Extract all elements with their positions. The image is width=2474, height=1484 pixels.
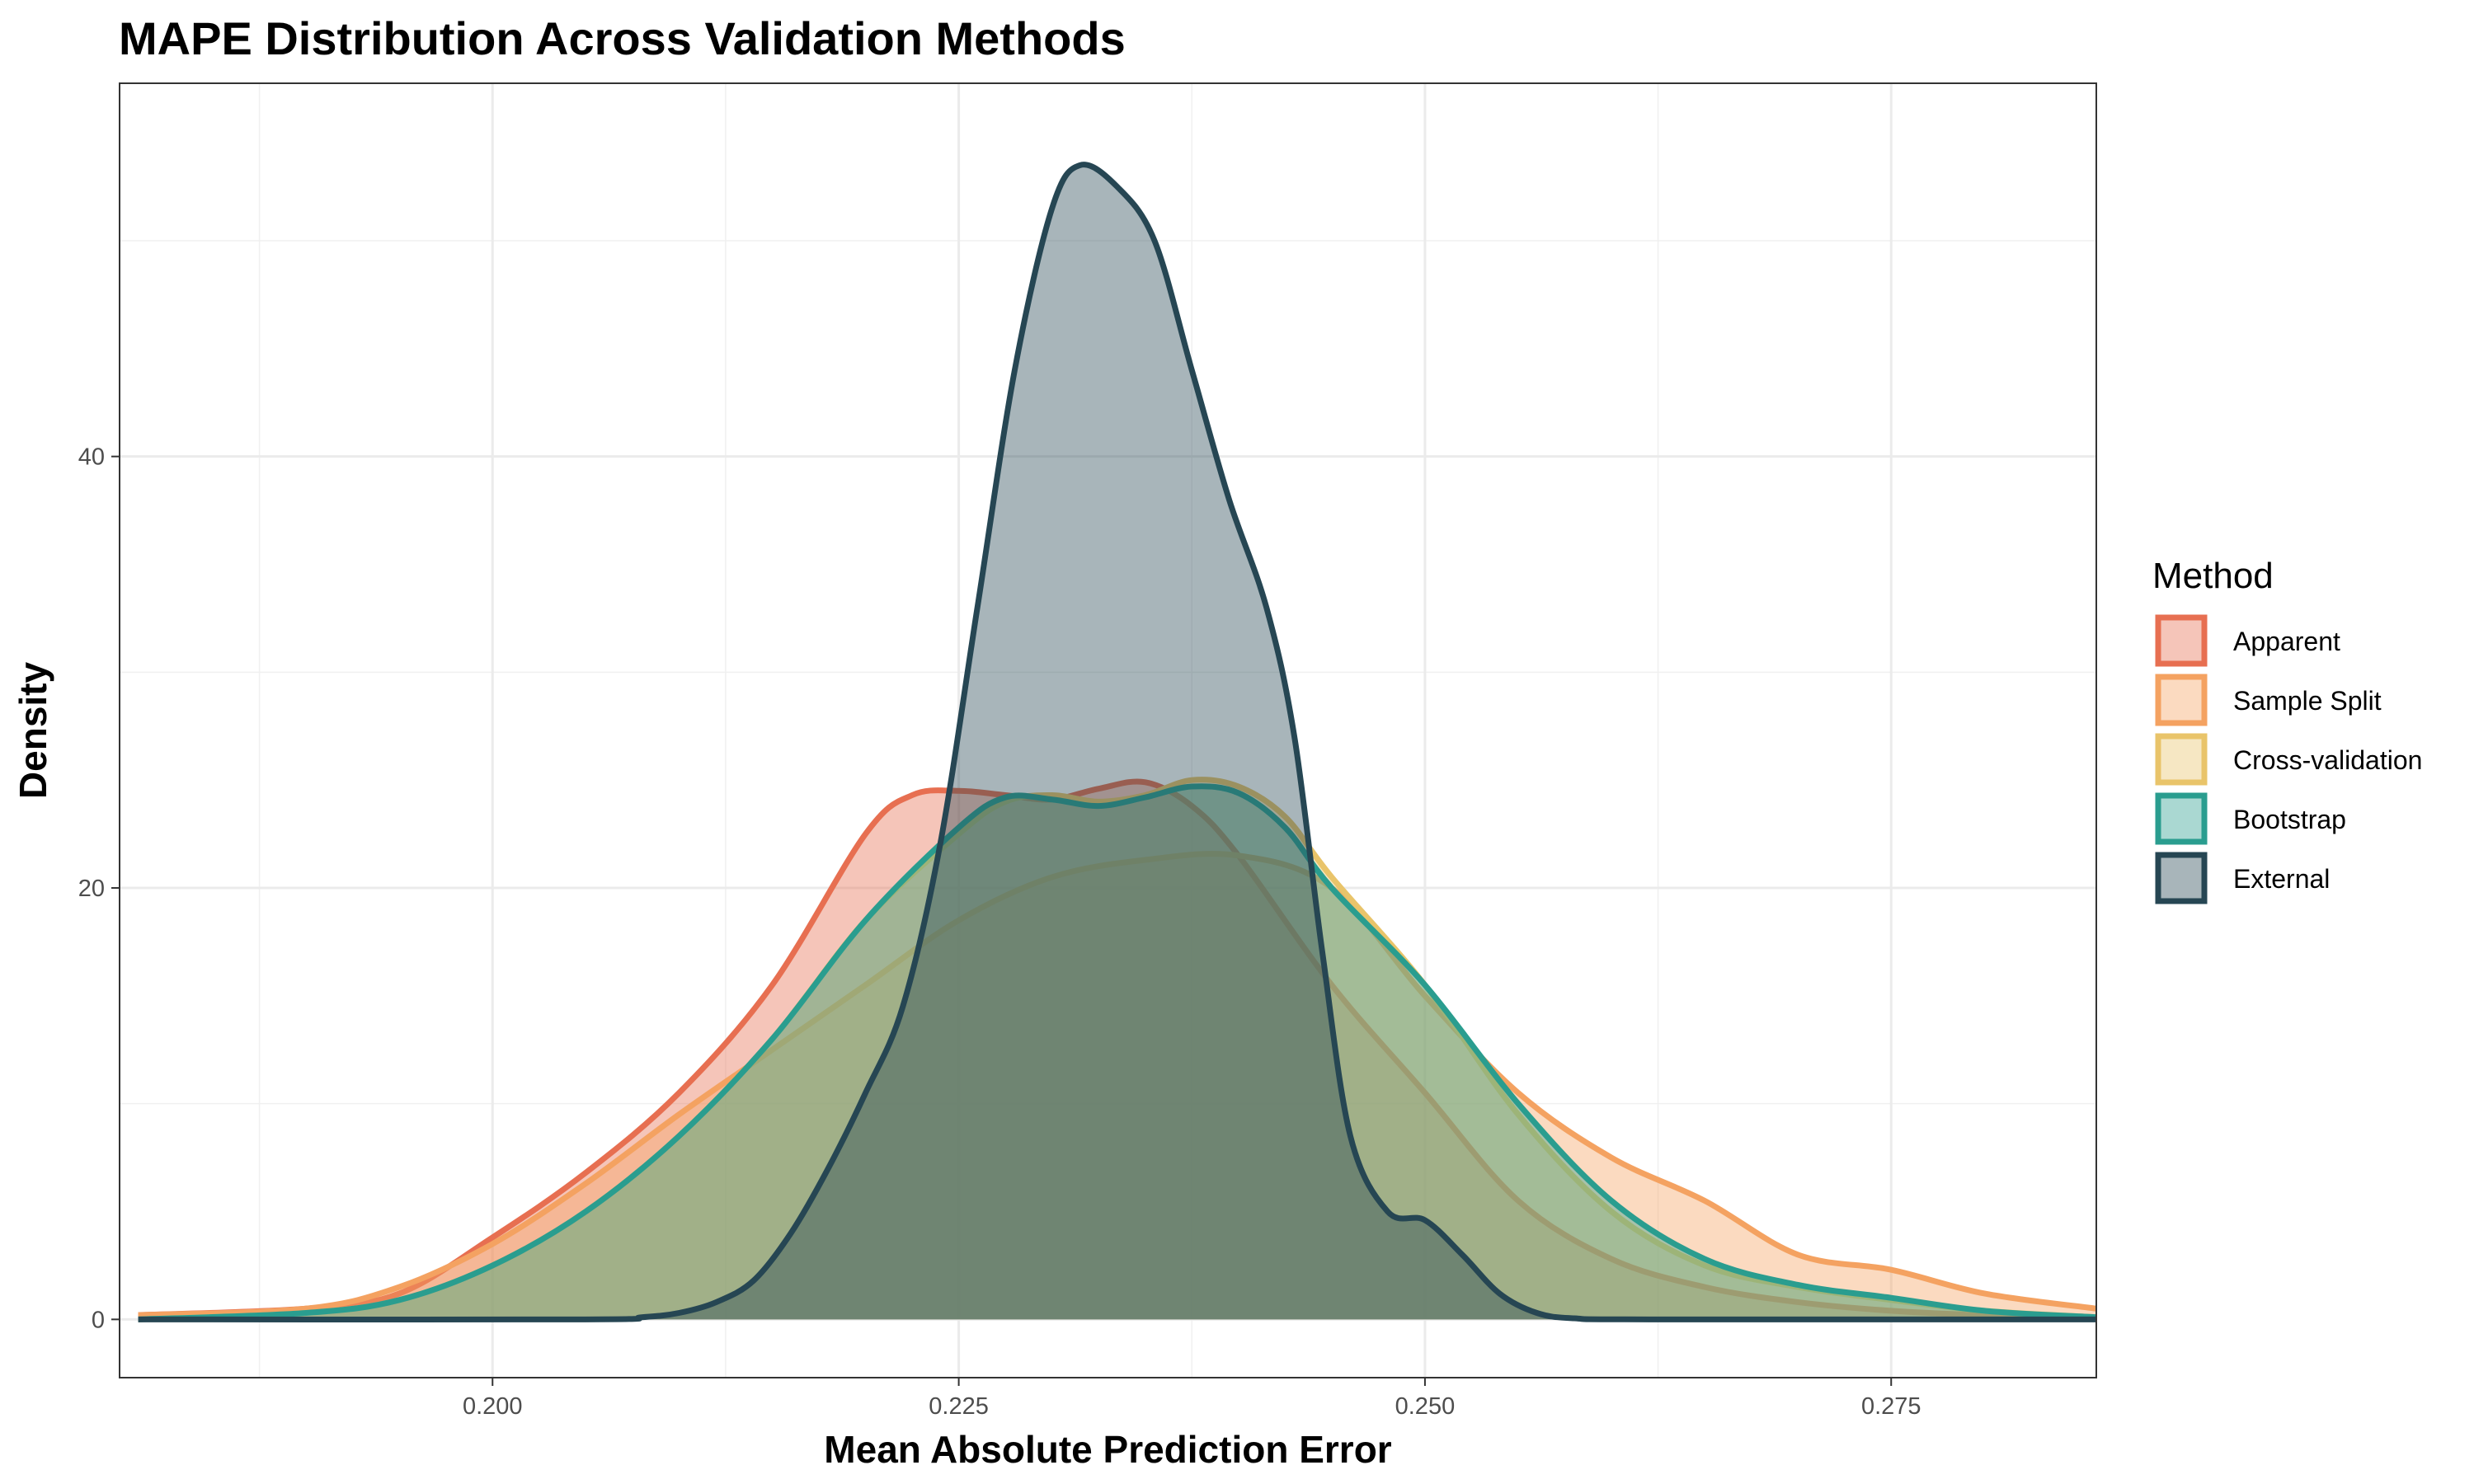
legend-key-bootstrap (2155, 792, 2208, 845)
x-tick-label: 0.250 (1395, 1393, 1456, 1420)
plot-panel-border (119, 82, 2097, 1378)
y-tick-label: 40 (78, 444, 105, 471)
x-tick-label: 0.200 (463, 1393, 523, 1420)
legend-key-apparent (2155, 614, 2208, 667)
legend-title: Method (2152, 556, 2274, 596)
density-areas (138, 162, 2097, 1323)
legend-label-sample-split: Sample Split (2233, 686, 2382, 716)
y-tick-label: 20 (78, 876, 105, 902)
density-line-sample-split (138, 851, 2097, 1318)
x-axis-ticks: 0.200 0.225 0.250 0.275 (463, 1378, 1921, 1420)
legend-label-bootstrap: Bootstrap (2233, 805, 2346, 834)
y-tick-label: 0 (92, 1307, 105, 1333)
density-area-cross-validation (138, 779, 2096, 1320)
legend: Method Apparent Sample Split Cross-validat… (2152, 556, 2422, 904)
density-line-bootstrap (138, 783, 2097, 1322)
legend-label-external: External (2233, 864, 2330, 894)
density-line-apparent (138, 778, 2097, 1321)
x-axis-label: Mean Absolute Prediction Error (824, 1428, 1392, 1471)
legend-key-sample-split (2155, 674, 2208, 726)
density-line-external (138, 162, 2097, 1323)
legend-label-cross-validation: Cross-validation (2233, 745, 2422, 775)
legend-label-apparent: Apparent (2233, 627, 2340, 656)
legend-key-external (2155, 852, 2208, 904)
legend-key-cross-validation (2155, 733, 2208, 786)
x-tick-label: 0.275 (1861, 1393, 1921, 1420)
chart-title: MAPE Distribution Across Validation Meth… (119, 12, 1126, 64)
density-area-bootstrap (138, 786, 2096, 1320)
y-axis-ticks: 0 20 40 (78, 444, 120, 1333)
density-area-external (138, 164, 2096, 1320)
y-axis-label: Density (12, 662, 54, 800)
density-area-sample-split (138, 853, 2096, 1320)
density-area-apparent (138, 781, 2096, 1320)
x-tick-label: 0.225 (929, 1393, 989, 1420)
